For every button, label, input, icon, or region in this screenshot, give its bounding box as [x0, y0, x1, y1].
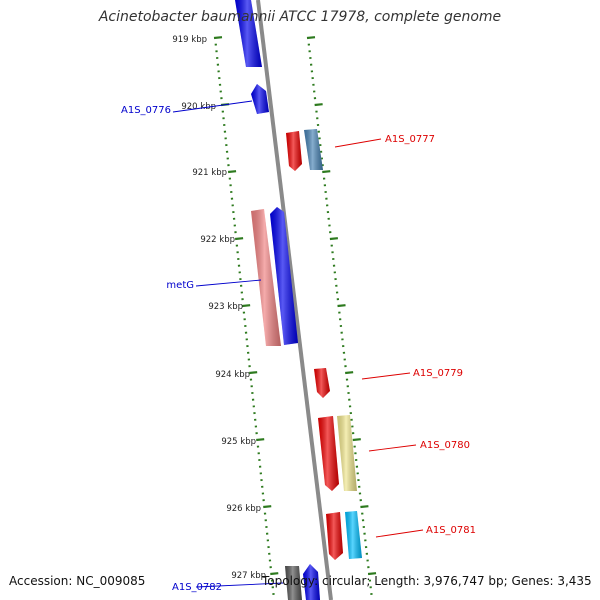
gene-metG[interactable] — [270, 207, 298, 345]
leader-line — [361, 372, 411, 380]
genes-label: Genes: — [511, 574, 554, 588]
major-tick — [322, 170, 331, 174]
leader-line — [334, 138, 382, 148]
major-tick — [314, 103, 323, 107]
leader-line — [195, 279, 262, 287]
gene-reverse[interactable] — [304, 129, 323, 170]
genome-title: Acinetobacter baumannii ATCC 17978, comp… — [98, 9, 502, 25]
major-tick — [227, 170, 237, 174]
gene-label-A1S_0779[interactable]: A1S_0779 — [413, 368, 463, 379]
gene-label-A1S_0780[interactable]: A1S_0780 — [420, 440, 470, 451]
accession-value: NC_009085 — [76, 574, 146, 588]
gene-A1S_0779[interactable] — [314, 368, 330, 398]
major-tick — [256, 438, 265, 442]
accession-info: Accession: NC_009085 — [9, 574, 145, 588]
major-tick — [367, 572, 377, 576]
major-tick — [234, 237, 244, 241]
major-tick — [270, 572, 279, 576]
tick-label: 926 kbp — [226, 504, 261, 514]
length-value: 3,976,747 bp — [423, 574, 504, 588]
gene-A1S_0782[interactable] — [303, 564, 320, 600]
accession-label: Accession: — [9, 574, 73, 588]
tick-label: 924 kbp — [215, 370, 250, 380]
major-tick — [263, 505, 272, 509]
tick-label: 920 kbp — [181, 102, 216, 112]
gene-A1S_0776[interactable] — [251, 84, 269, 114]
right-tick-ring — [306, 36, 377, 595]
tick-label: 925 kbp — [221, 437, 256, 447]
tick-label: 927 kbp — [231, 571, 266, 581]
gene-forward[interactable] — [285, 566, 302, 600]
label-leaders — [172, 100, 424, 588]
leader-line — [172, 100, 253, 113]
gene-label-metG[interactable]: metG — [166, 280, 194, 291]
gene-A1S_0781[interactable] — [345, 511, 362, 559]
genome-backbone — [256, 0, 333, 600]
tick-label: 922 kbp — [200, 235, 235, 245]
major-tick — [213, 36, 223, 40]
genome-stats: Topology: circular; Length: 3,976,747 bp… — [262, 574, 592, 588]
major-tick — [352, 438, 361, 442]
tick-labels: 919 kbp 920 kbp 921 kbp 922 kbp 923 kbp … — [172, 35, 266, 581]
major-tick — [329, 237, 338, 241]
gene-A1S_0780[interactable] — [337, 415, 357, 491]
major-tick — [337, 304, 346, 308]
gene-reverse[interactable] — [326, 512, 343, 560]
leader-line — [375, 529, 424, 538]
major-tick — [345, 371, 354, 375]
gene-forward[interactable] — [251, 209, 281, 346]
gene-label-A1S_0781[interactable]: A1S_0781 — [426, 525, 476, 536]
length-label: Length: — [374, 574, 420, 588]
gene-A1S_0777[interactable] — [286, 131, 302, 171]
gene-reverse[interactable] — [318, 416, 339, 491]
genes-value: 3,435 — [557, 574, 592, 588]
major-tick — [306, 36, 316, 40]
tick-label: 921 kbp — [192, 168, 227, 178]
tick-label: 923 kbp — [208, 302, 243, 312]
gene-label-A1S_0776[interactable]: A1S_0776 — [121, 105, 171, 116]
gene-labels: A1S_0776 metG A1S_0782 A1S_0777 A1S_0779… — [121, 105, 476, 593]
leader-line — [368, 444, 417, 452]
gene-label-A1S_0777[interactable]: A1S_0777 — [385, 134, 435, 145]
major-tick — [360, 505, 369, 509]
topology-value: circular — [321, 574, 367, 588]
tick-label: 919 kbp — [172, 35, 207, 45]
major-tick — [249, 371, 258, 375]
topology-label: Topology: — [262, 574, 319, 588]
gene-label-A1S_0782[interactable]: A1S_0782 — [172, 582, 222, 593]
major-tick — [242, 304, 251, 308]
gene-forward[interactable] — [235, 0, 262, 67]
leader-line — [195, 582, 284, 588]
